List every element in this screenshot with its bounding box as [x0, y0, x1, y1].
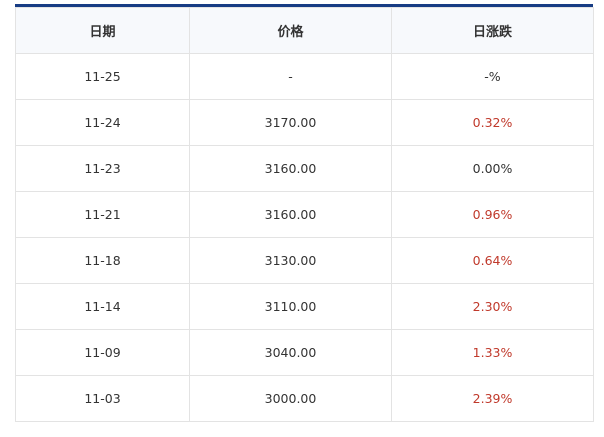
cell-price: 3170.00: [189, 99, 392, 146]
cell-price: 3160.00: [189, 191, 392, 238]
cell-date: 11-23: [15, 145, 190, 192]
cell-change: 1.33%: [391, 329, 594, 376]
cell-date: 11-18: [15, 237, 190, 284]
table-row: 11-21 3160.00 0.96%: [15, 191, 594, 238]
cell-change: 0.96%: [391, 191, 594, 238]
cell-price: 3130.00: [189, 237, 392, 284]
cell-change: 2.39%: [391, 375, 594, 422]
header-price: 价格: [189, 7, 392, 54]
price-table-container: 日期 价格 日涨跌 11-25- -% 11-24 3170.00 0.32% 11-23…: [15, 4, 594, 422]
cell-change: 2.30%: [391, 283, 594, 330]
table-row: 11-03 3000.00 2.39%: [15, 375, 594, 422]
header-date: 日期: [15, 7, 190, 54]
cell-date: 11-14: [15, 283, 190, 330]
cell-change: 0.32%: [391, 99, 594, 146]
table-header-row: 日期 价格 日涨跌: [15, 7, 594, 54]
table-row: 11-25- -%: [15, 53, 594, 100]
cell-change: -%: [391, 53, 594, 100]
table-row: 11-23 3160.00 0.00%: [15, 145, 594, 192]
table-body: 11-25- -% 11-24 3170.00 0.32% 11-23 3160.00 0.0…: [15, 53, 594, 422]
cell-price: 3160.00: [189, 145, 392, 192]
cell-price: -: [189, 53, 392, 100]
table-row: 11-14 3110.00 2.30%: [15, 283, 594, 330]
cell-date: 11-24: [15, 99, 190, 146]
cell-date: 11-21: [15, 191, 190, 238]
cell-price: 3000.00: [189, 375, 392, 422]
cell-price: 3040.00: [189, 329, 392, 376]
header-change: 日涨跌: [391, 7, 594, 54]
cell-change: 0.64%: [391, 237, 594, 284]
cell-date: 11-03: [15, 375, 190, 422]
cell-price: 3110.00: [189, 283, 392, 330]
cell-change: 0.00%: [391, 145, 594, 192]
table-row: 11-18 3130.00 0.64%: [15, 237, 594, 284]
table-row: 11-24 3170.00 0.32%: [15, 99, 594, 146]
price-table: 日期 价格 日涨跌 11-25- -% 11-24 3170.00 0.32% 11-23…: [15, 7, 594, 422]
cell-date: 11-25: [15, 53, 190, 100]
table-row: 11-09 3040.00 1.33%: [15, 329, 594, 376]
cell-date: 11-09: [15, 329, 190, 376]
